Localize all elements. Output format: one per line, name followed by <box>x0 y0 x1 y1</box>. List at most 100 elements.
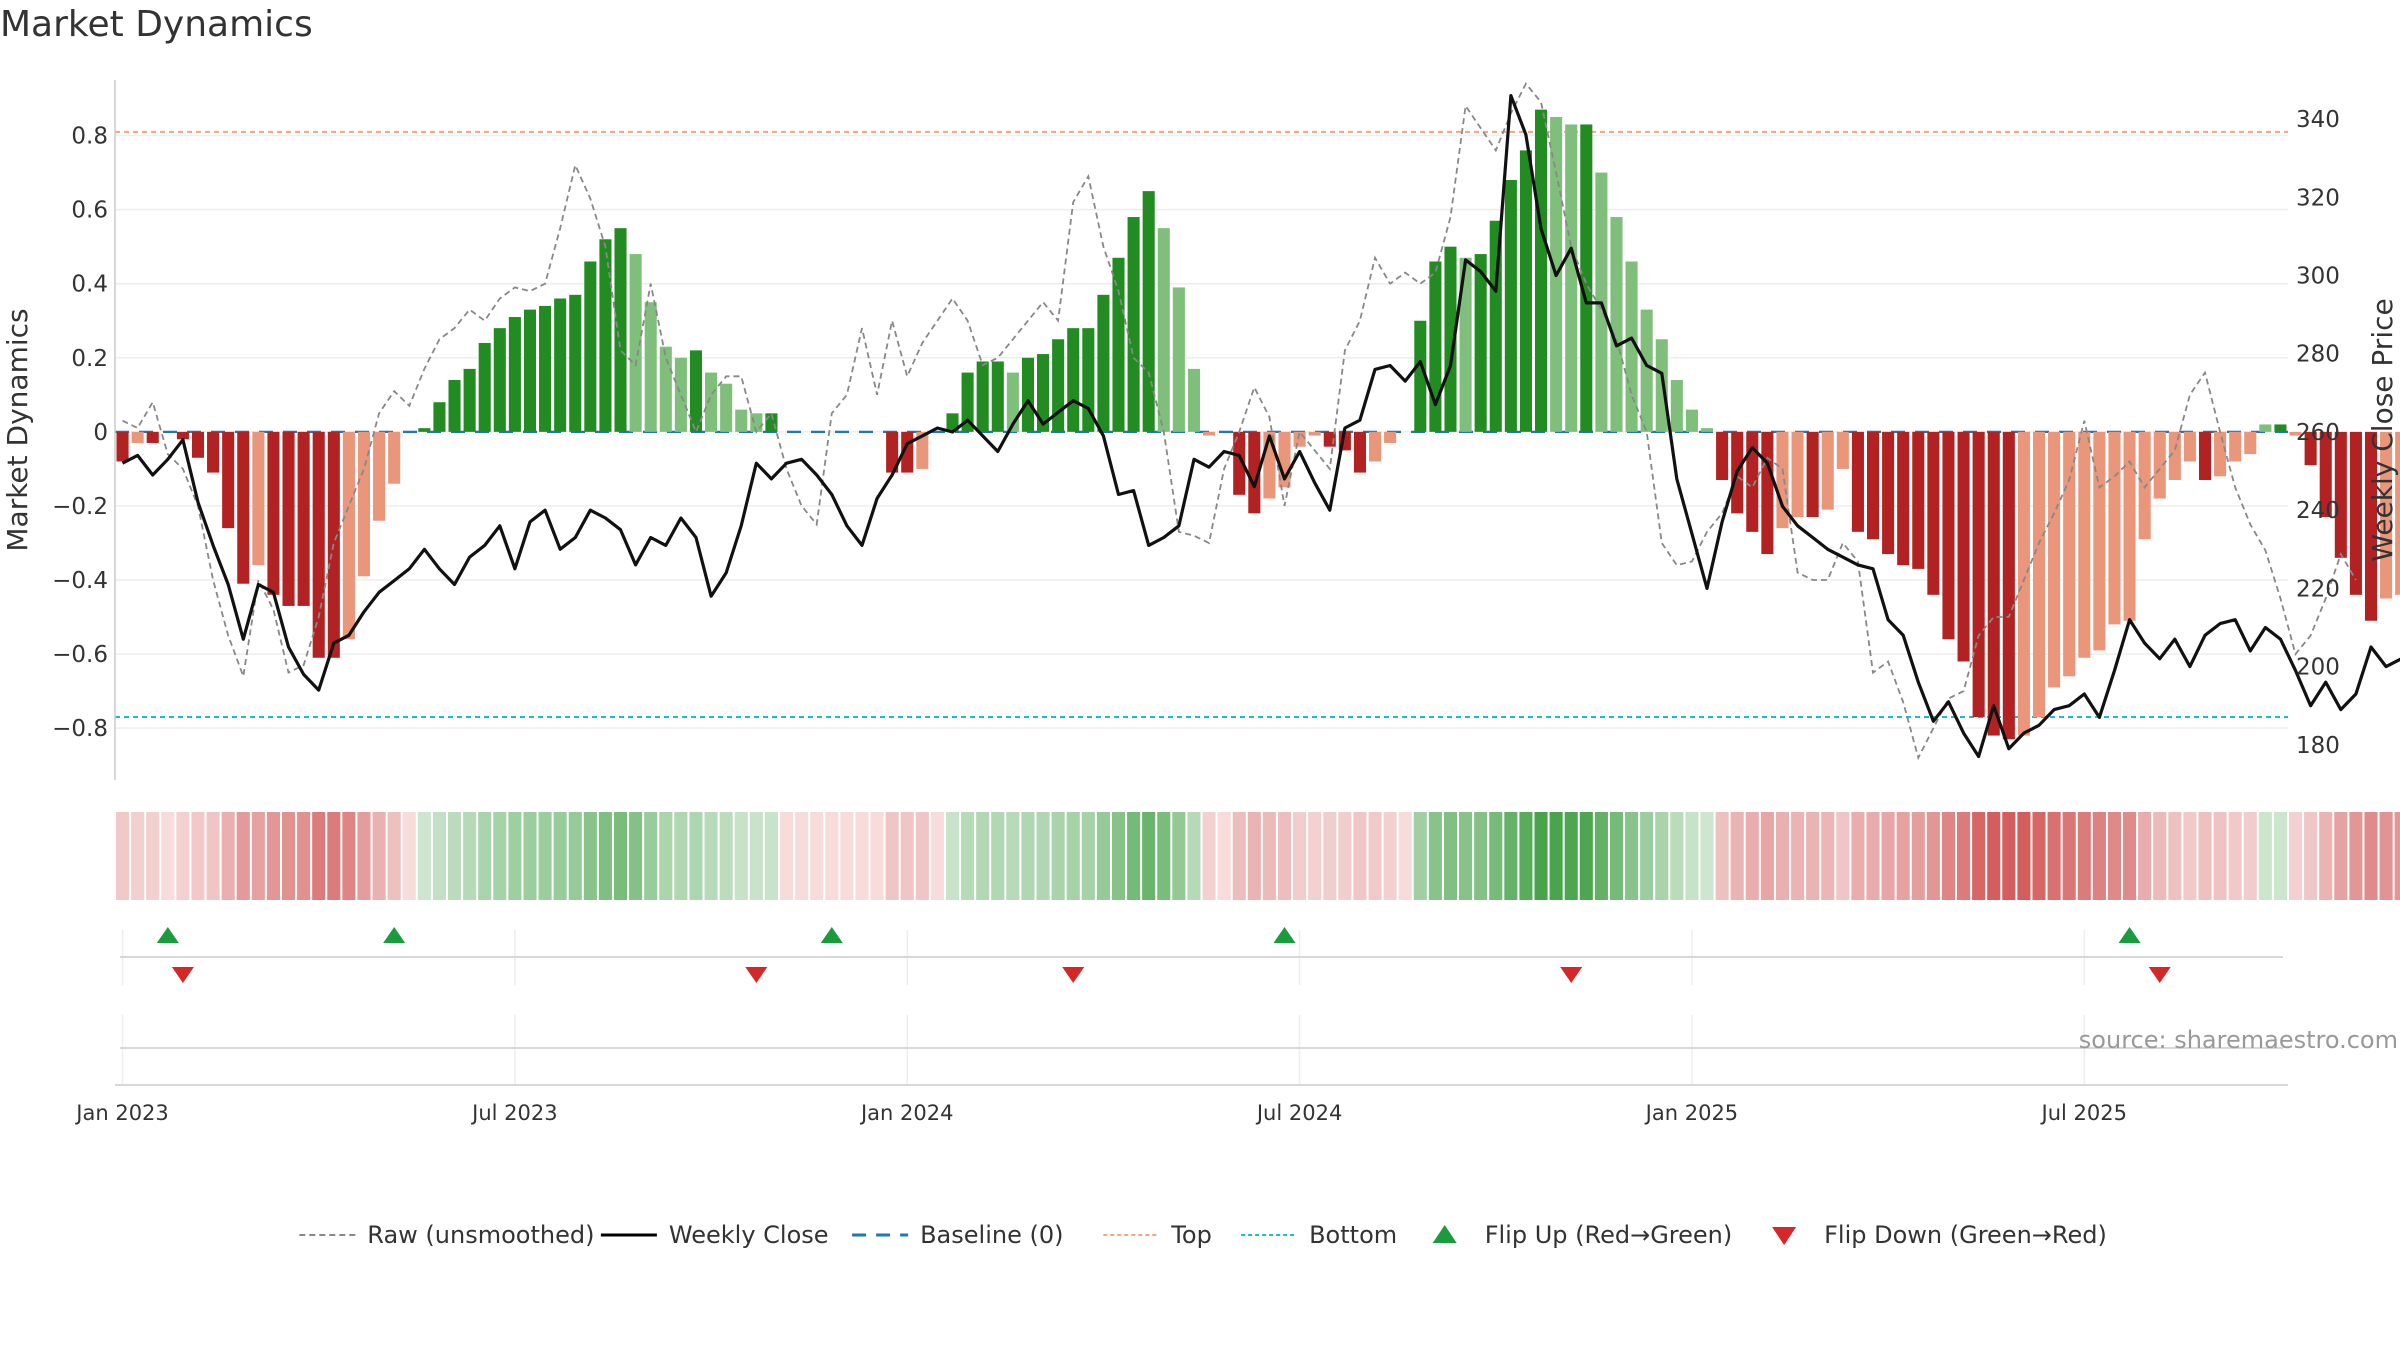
strip-cell <box>2092 812 2106 900</box>
strip-cell <box>779 812 794 900</box>
bar <box>916 431 929 469</box>
strip-cell <box>146 812 160 900</box>
bar <box>1052 339 1065 432</box>
strip-cell <box>1247 812 1261 900</box>
strip-cell <box>840 812 854 900</box>
y-tick-label-left: 0.2 <box>71 346 108 372</box>
bar <box>1021 357 1034 432</box>
strip-cell <box>1459 812 1473 900</box>
y-tick-label-right: 300 <box>2296 264 2340 290</box>
bar <box>1866 431 1880 540</box>
bar <box>2138 431 2151 540</box>
strip-cell <box>2138 812 2152 900</box>
bar <box>1187 368 1200 432</box>
bar <box>448 380 461 432</box>
bar <box>1746 431 1759 532</box>
strip-cell <box>1579 812 1593 900</box>
strip-cell <box>357 812 371 900</box>
bar <box>523 309 537 432</box>
bar <box>433 402 446 432</box>
bar <box>237 431 250 584</box>
strip-cell <box>1308 812 1322 900</box>
strip-cell <box>1051 812 1065 900</box>
bar <box>1882 431 1895 555</box>
strip-cell <box>1111 812 1126 900</box>
bar <box>961 372 974 432</box>
bar <box>1172 287 1185 432</box>
strip-cell <box>161 812 175 900</box>
raw-line <box>122 82 2357 761</box>
strip-cell <box>281 812 296 900</box>
bar <box>1806 431 1819 518</box>
strip-cell <box>508 812 522 900</box>
strip-cell <box>1911 812 1925 900</box>
strip-cell <box>2032 812 2046 900</box>
strip-cell <box>1957 812 1971 900</box>
x-tick-label: Jan 2023 <box>74 1101 169 1125</box>
strip-cell <box>2002 812 2016 900</box>
bar <box>2274 424 2287 432</box>
strip-cell <box>1096 812 1110 900</box>
bar <box>991 361 1004 432</box>
bar <box>735 409 748 432</box>
legend-item: Flip Up (Red→Green) <box>1432 1221 1732 1249</box>
legend-label: Top <box>1170 1221 1212 1249</box>
strip-cell <box>689 812 703 900</box>
strip-cell <box>1534 812 1548 900</box>
bar <box>2153 431 2166 499</box>
bar <box>388 431 401 484</box>
bar <box>569 294 582 432</box>
bar <box>1927 431 1940 595</box>
strip-cell <box>1489 812 1503 900</box>
strip-cell <box>719 812 733 900</box>
strip-cell <box>1685 812 1699 900</box>
bar <box>539 305 552 432</box>
strip-cell <box>1172 812 1186 900</box>
strip-cell <box>2319 812 2333 900</box>
bar <box>282 431 295 606</box>
strip-cell <box>1202 812 1216 900</box>
strip-cell <box>1670 812 1684 900</box>
legend: Raw (unsmoothed) Weekly Close Baseline (0)… <box>299 1221 2107 1249</box>
source-text: source: sharemaestro.com <box>2079 1026 2398 1054</box>
bar <box>2319 431 2332 518</box>
bar <box>1037 354 1050 432</box>
bottom-panel: source: sharemaestro.com <box>115 1015 2398 1086</box>
strip-cell <box>1791 812 1805 900</box>
bar <box>1761 431 1774 555</box>
bar <box>614 228 627 432</box>
x-tick-label: Jan 2024 <box>859 1101 954 1125</box>
bar <box>1429 261 1442 432</box>
strip-cell <box>598 812 612 900</box>
bar <box>674 357 687 432</box>
strip-cell <box>1006 812 1020 900</box>
strip-cell <box>1262 812 1276 900</box>
bar <box>644 302 657 432</box>
axes: 0.8 0.6 0.4 0.2 0 −0.2 −0.4 −0.6 −0.8 340 320 300 28… <box>1 80 2399 1125</box>
bar <box>976 361 989 432</box>
strip-cell <box>191 812 205 900</box>
bar <box>1097 294 1110 432</box>
strip-cell <box>1398 812 1412 900</box>
y-tick-label-right: 200 <box>2296 655 2340 681</box>
bar <box>2183 431 2196 462</box>
bar <box>1640 309 1653 432</box>
strip-cell <box>795 812 809 900</box>
strip-cell <box>1217 812 1231 900</box>
bar <box>1444 246 1457 432</box>
flip-up-marker <box>820 927 843 943</box>
x-tick-label: Jul 2023 <box>470 1101 557 1125</box>
strip-cell <box>2047 812 2061 900</box>
strip-cell <box>991 812 1005 900</box>
bar <box>1369 431 1382 462</box>
strip-cell <box>945 812 960 900</box>
bar <box>1248 431 1261 514</box>
bar <box>1957 431 1970 662</box>
strip-cell <box>2062 812 2076 900</box>
strip-cell <box>1277 812 1292 900</box>
bar <box>1791 431 1804 518</box>
flip-markers-panel <box>120 927 2283 985</box>
strip-cell <box>2213 812 2227 900</box>
strip-cell <box>493 812 507 900</box>
bar <box>886 431 899 473</box>
